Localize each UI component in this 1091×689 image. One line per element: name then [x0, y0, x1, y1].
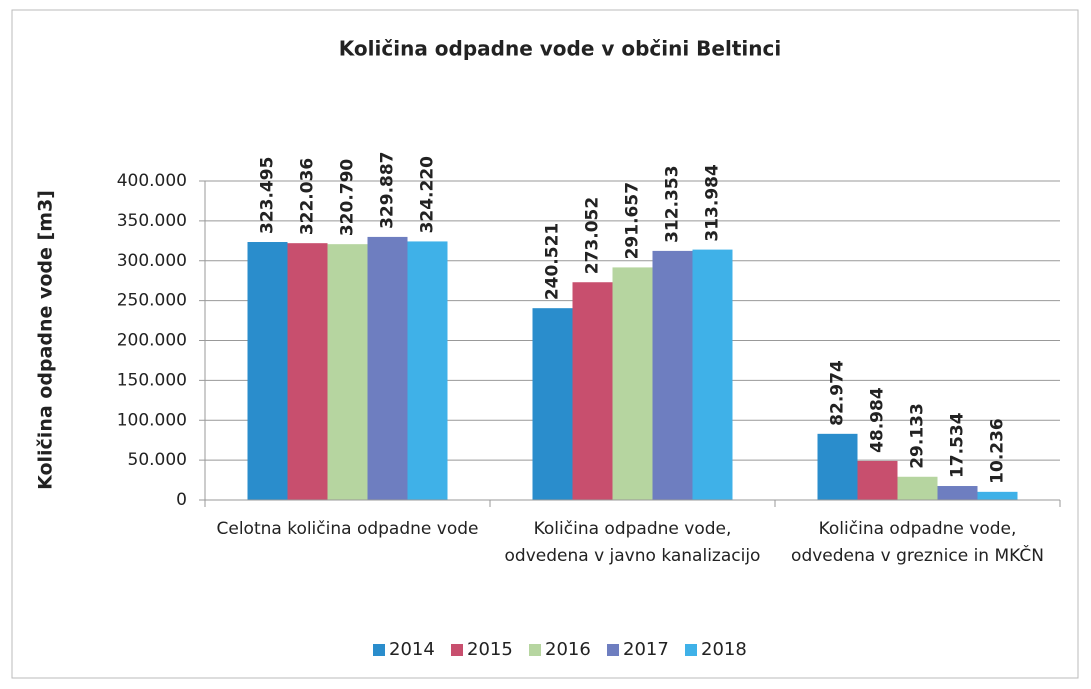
data-label: 313.984	[703, 164, 723, 242]
bar	[367, 236, 408, 501]
bar	[937, 486, 978, 500]
x-tick-label: Količina odpadne vode, odvedena v javno …	[504, 519, 761, 566]
legend-swatch	[529, 644, 541, 656]
bar	[572, 282, 613, 500]
legend-swatch	[373, 644, 385, 656]
legend-swatch	[451, 644, 463, 656]
data-label: 291.657	[623, 182, 643, 259]
bar	[407, 241, 448, 500]
bar	[817, 433, 858, 500]
data-label: 273.052	[583, 197, 603, 274]
data-label: 312.353	[663, 165, 683, 242]
data-label: 323.495	[258, 157, 278, 234]
legend-label: 2014	[389, 639, 435, 660]
data-label: 322.036	[298, 158, 318, 235]
legend-swatch	[607, 644, 619, 656]
data-label: 29.133	[908, 403, 928, 469]
bar	[532, 308, 573, 500]
y-tick-label: 0	[176, 490, 187, 510]
legend-label: 2015	[467, 639, 513, 660]
y-tick-label: 150.000	[117, 370, 187, 390]
data-label: 324.220	[418, 156, 438, 234]
chart-title: Količina odpadne vode v občini Beltinci	[339, 37, 781, 61]
bar	[287, 243, 328, 501]
bar	[857, 460, 898, 500]
y-tick-label: 250.000	[117, 291, 187, 311]
data-label: 48.984	[868, 387, 888, 453]
data-label: 17.534	[948, 412, 968, 478]
bar	[897, 476, 938, 500]
x-tick-label: Količina odpadne vode, odvedena v grezni…	[791, 519, 1044, 566]
legend-label: 2016	[545, 639, 591, 660]
chart-frame	[11, 9, 1079, 679]
bar	[652, 250, 693, 500]
legend-label: 2018	[701, 639, 747, 660]
y-tick-label: 350.000	[117, 211, 187, 231]
data-label: 82.974	[828, 360, 848, 426]
y-tick-label: 50.000	[128, 450, 187, 470]
bar	[977, 491, 1018, 500]
data-label: 329.887	[378, 151, 398, 228]
legend-label: 2017	[623, 639, 669, 660]
data-label: 320.790	[338, 159, 358, 237]
x-tick-label: Celotna količina odpadne vode	[216, 519, 479, 539]
y-tick-label: 200.000	[117, 331, 187, 351]
y-tick-label: 400.000	[117, 171, 187, 191]
y-tick-label: 300.000	[117, 251, 187, 271]
bar	[612, 267, 653, 500]
bar	[247, 242, 288, 500]
data-label: 10.236	[988, 418, 1008, 484]
bar	[692, 249, 733, 500]
y-axis-label: Količina odpadne vode [m3]	[35, 190, 57, 490]
legend-swatch	[685, 644, 697, 656]
y-tick-label: 100.000	[117, 410, 187, 430]
bar	[327, 244, 368, 500]
data-label: 240.521	[543, 223, 563, 300]
